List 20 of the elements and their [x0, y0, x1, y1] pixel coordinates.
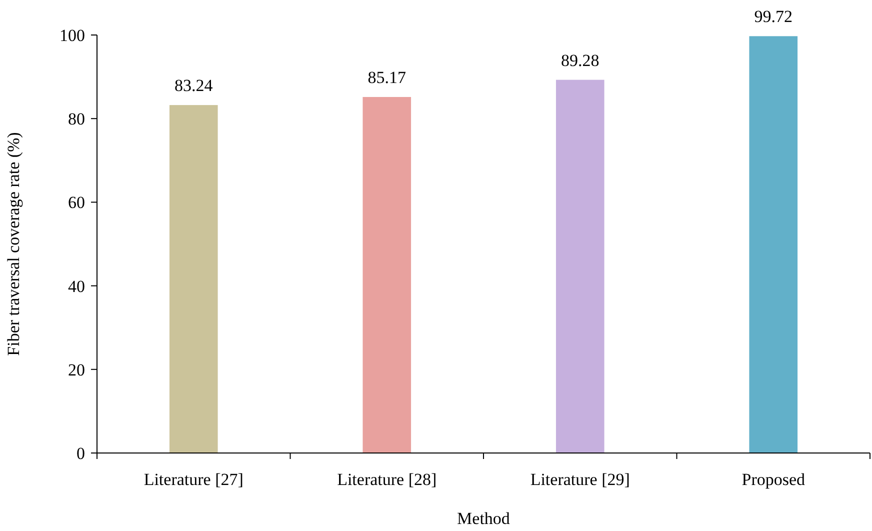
data-label: 83.24 — [174, 76, 214, 96]
bar — [362, 96, 412, 453]
y-tick-label: 20 — [68, 360, 85, 380]
data-label: 85.17 — [368, 68, 406, 87]
y-axis-title: Fiber traversal coverage rate (%) — [4, 132, 23, 356]
data-label: 99.72 — [754, 7, 792, 26]
y-tick-label: 80 — [68, 110, 85, 129]
x-axis-title: Method — [457, 509, 510, 528]
x-tick-label: Literature [29] — [530, 470, 630, 489]
bar — [556, 80, 604, 453]
bar — [169, 105, 218, 453]
x-tick-label: Literature [27] — [144, 470, 244, 489]
x-tick-label: Proposed — [742, 470, 806, 489]
y-tick-label: 100 — [60, 26, 85, 45]
y-tick-label: 60 — [68, 193, 85, 212]
y-tick-label: 0 — [76, 444, 85, 463]
y-tick-label: 40 — [68, 276, 85, 296]
bar — [749, 36, 798, 453]
x-tick-label: Literature [28] — [337, 470, 437, 489]
data-label: 89.28 — [561, 50, 600, 70]
